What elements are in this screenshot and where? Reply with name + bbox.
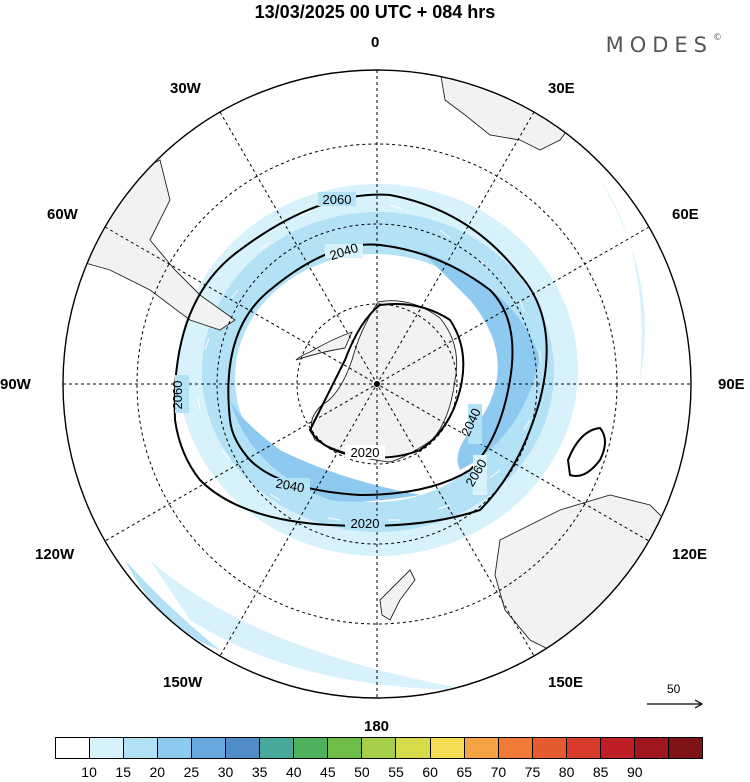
lon-label-90w: 90W (0, 376, 31, 393)
colorbar-tick-label: 75 (524, 764, 541, 780)
colorbar-ticks: 10 15 20 25 30 35 40 45 50 55 60 65 70 75 80 85 90 (55, 764, 703, 780)
colorbar-cell (566, 738, 601, 758)
colorbar-tick-label: 65 (456, 764, 473, 780)
lon-label-150w: 150W (163, 674, 203, 691)
colorbar-cell (396, 738, 431, 758)
lon-label-120w: 120W (35, 546, 75, 563)
colorbar-cell (668, 738, 702, 758)
contour-label: 2060 (323, 192, 352, 207)
brand-text: MODES (605, 33, 713, 57)
colorbar-tick-label: 15 (115, 764, 131, 780)
lon-label-30e: 30E (548, 80, 575, 97)
colorbar-cell (56, 738, 91, 758)
reference-arrow-icon (647, 699, 704, 709)
colorbar-cell (498, 738, 533, 758)
colorbar-cell (430, 738, 465, 758)
colorbar-tick-label: 35 (251, 764, 268, 780)
colorbar-tick-label: 60 (422, 764, 438, 780)
contour-label: 2020 (351, 516, 380, 531)
lon-label-150e: 150E (548, 674, 584, 691)
colorbar-cell (634, 738, 669, 758)
antarctica-outline (310, 300, 458, 463)
lon-label-30w: 30W (170, 80, 201, 97)
colorbar-tick-label: 40 (285, 764, 302, 780)
modes-logo: MODES© (606, 33, 722, 57)
colorbar-cell (328, 738, 363, 758)
lon-label-180: 180 (364, 718, 390, 735)
colorbar-cell (464, 738, 499, 758)
contour-label: 2020 (351, 445, 380, 460)
colorbar-tick-label: 30 (217, 764, 234, 780)
brand-mark: © (713, 33, 722, 43)
colorbar-tick-label: 80 (558, 764, 575, 780)
lon-label-120e: 120E (672, 546, 708, 563)
colorbar-cell (532, 738, 567, 758)
colorbar-cell (124, 738, 159, 758)
reference-vector: 50 (645, 682, 705, 712)
colorbar-tick-label: 45 (320, 764, 336, 780)
contour-label: 2060 (170, 381, 185, 410)
colorbar-tick-label: 85 (592, 764, 609, 780)
map-boundary (62, 69, 692, 699)
contour-closed-2060 (566, 426, 606, 477)
colorbar-tick-label: 50 (354, 764, 370, 780)
colorbar-cell (294, 738, 329, 758)
colorbar-tick-label: 25 (183, 764, 200, 780)
lon-label-90e: 90E (718, 376, 745, 393)
contour-label: 2040 (275, 476, 306, 496)
south-pole-marker (374, 381, 380, 387)
colorbar-cell (158, 738, 193, 758)
colorbar-cell (192, 738, 227, 758)
lon-label-0: 0 (371, 34, 380, 51)
colorbar-cell (362, 738, 397, 758)
lon-label-60e: 60E (672, 206, 699, 223)
new-zealand (379, 569, 416, 621)
polar-map: 2060 2040 2020 2060 2040 2020 2040 2060 (62, 69, 692, 699)
colorbar-tick-label: 90 (626, 764, 643, 780)
colorbar (55, 737, 703, 759)
colorbar-cell (90, 738, 125, 758)
colorbar-tick-label: 20 (149, 764, 166, 780)
antarctic-peninsula (295, 331, 353, 361)
contour-2060 (173, 193, 548, 527)
colorbar-cell (226, 738, 261, 758)
lon-label-60w: 60W (47, 206, 78, 223)
map-title: 13/03/2025 00 UTC + 084 hrs (254, 2, 496, 22)
colorbar-cell (600, 738, 635, 758)
colorbar-tick-label: 55 (388, 764, 404, 780)
wind-vectors (197, 199, 643, 521)
colorbar-tick-label: 70 (490, 764, 507, 780)
colorbar-tick-label: 10 (81, 764, 97, 780)
reference-vector-label: 50 (667, 682, 681, 696)
colorbar-cell (260, 738, 295, 758)
